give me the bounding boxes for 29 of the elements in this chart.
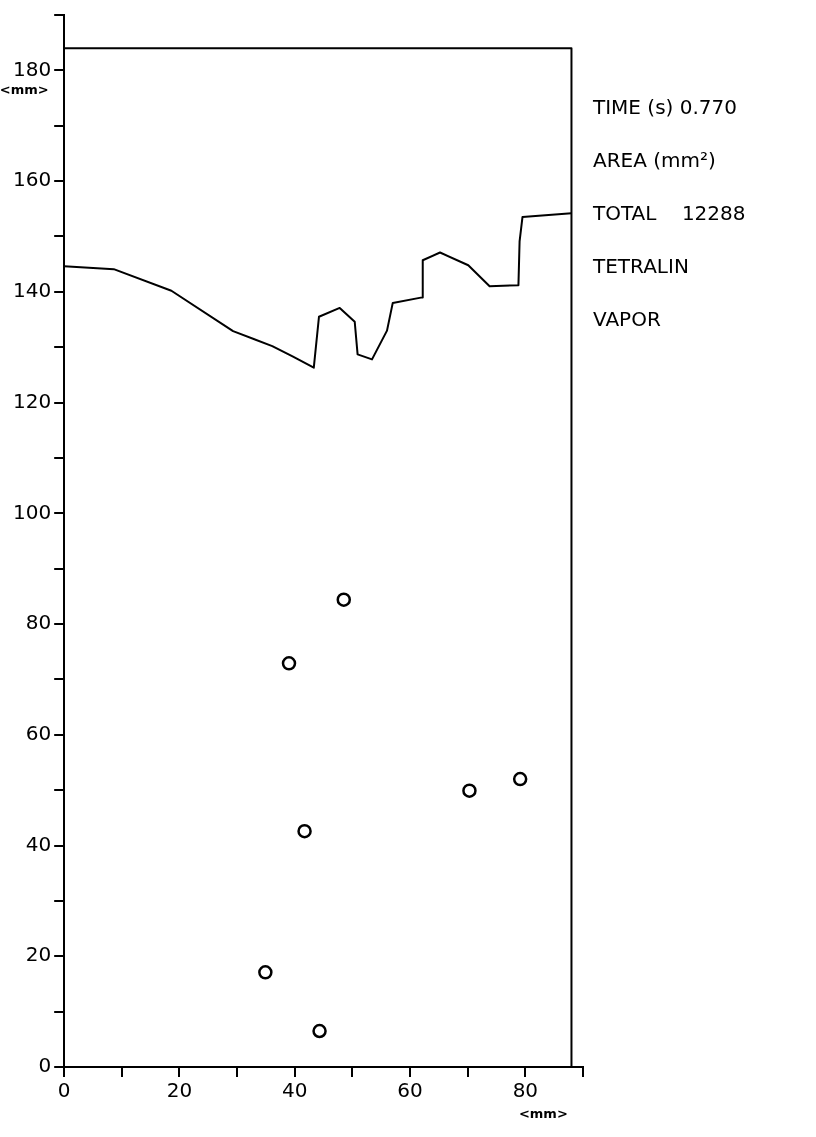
y-tick-label: 180 (12, 56, 52, 81)
point (336, 592, 352, 607)
text: TIME (s) 0.770 (592, 95, 738, 120)
point (312, 1023, 327, 1039)
y-axis-title: <mm> (0, 81, 49, 97)
point (512, 771, 528, 787)
y-tick-label: 60 (25, 720, 52, 745)
point (462, 783, 477, 798)
y-tick-label: 80 (25, 610, 52, 635)
y-tick-label: 0 (38, 1053, 52, 1078)
x-tick-label: 80 (512, 1078, 539, 1103)
x-axis-title: <mm> (518, 1106, 568, 1122)
y-tick-label: 160 (12, 167, 52, 192)
text: TOTAL 12288 (592, 201, 746, 226)
y-tick-label: 40 (25, 831, 52, 856)
y-tick-label: 120 (12, 388, 52, 413)
y-tick-label: 100 (12, 499, 52, 524)
x-tick-label: 0 (57, 1078, 71, 1103)
x-tick-label: 60 (397, 1078, 423, 1103)
point (258, 965, 273, 980)
text: VAPOR (593, 307, 661, 332)
x-tick-label: 40 (282, 1078, 308, 1103)
x-tick-label: 20 (166, 1078, 193, 1103)
text: TETRALIN (592, 254, 689, 279)
point (297, 823, 312, 839)
y-tick-label: 20 (25, 942, 52, 967)
point (281, 656, 297, 671)
y-tick-label: 140 (12, 278, 52, 303)
text: AREA (mm²) (593, 148, 716, 173)
